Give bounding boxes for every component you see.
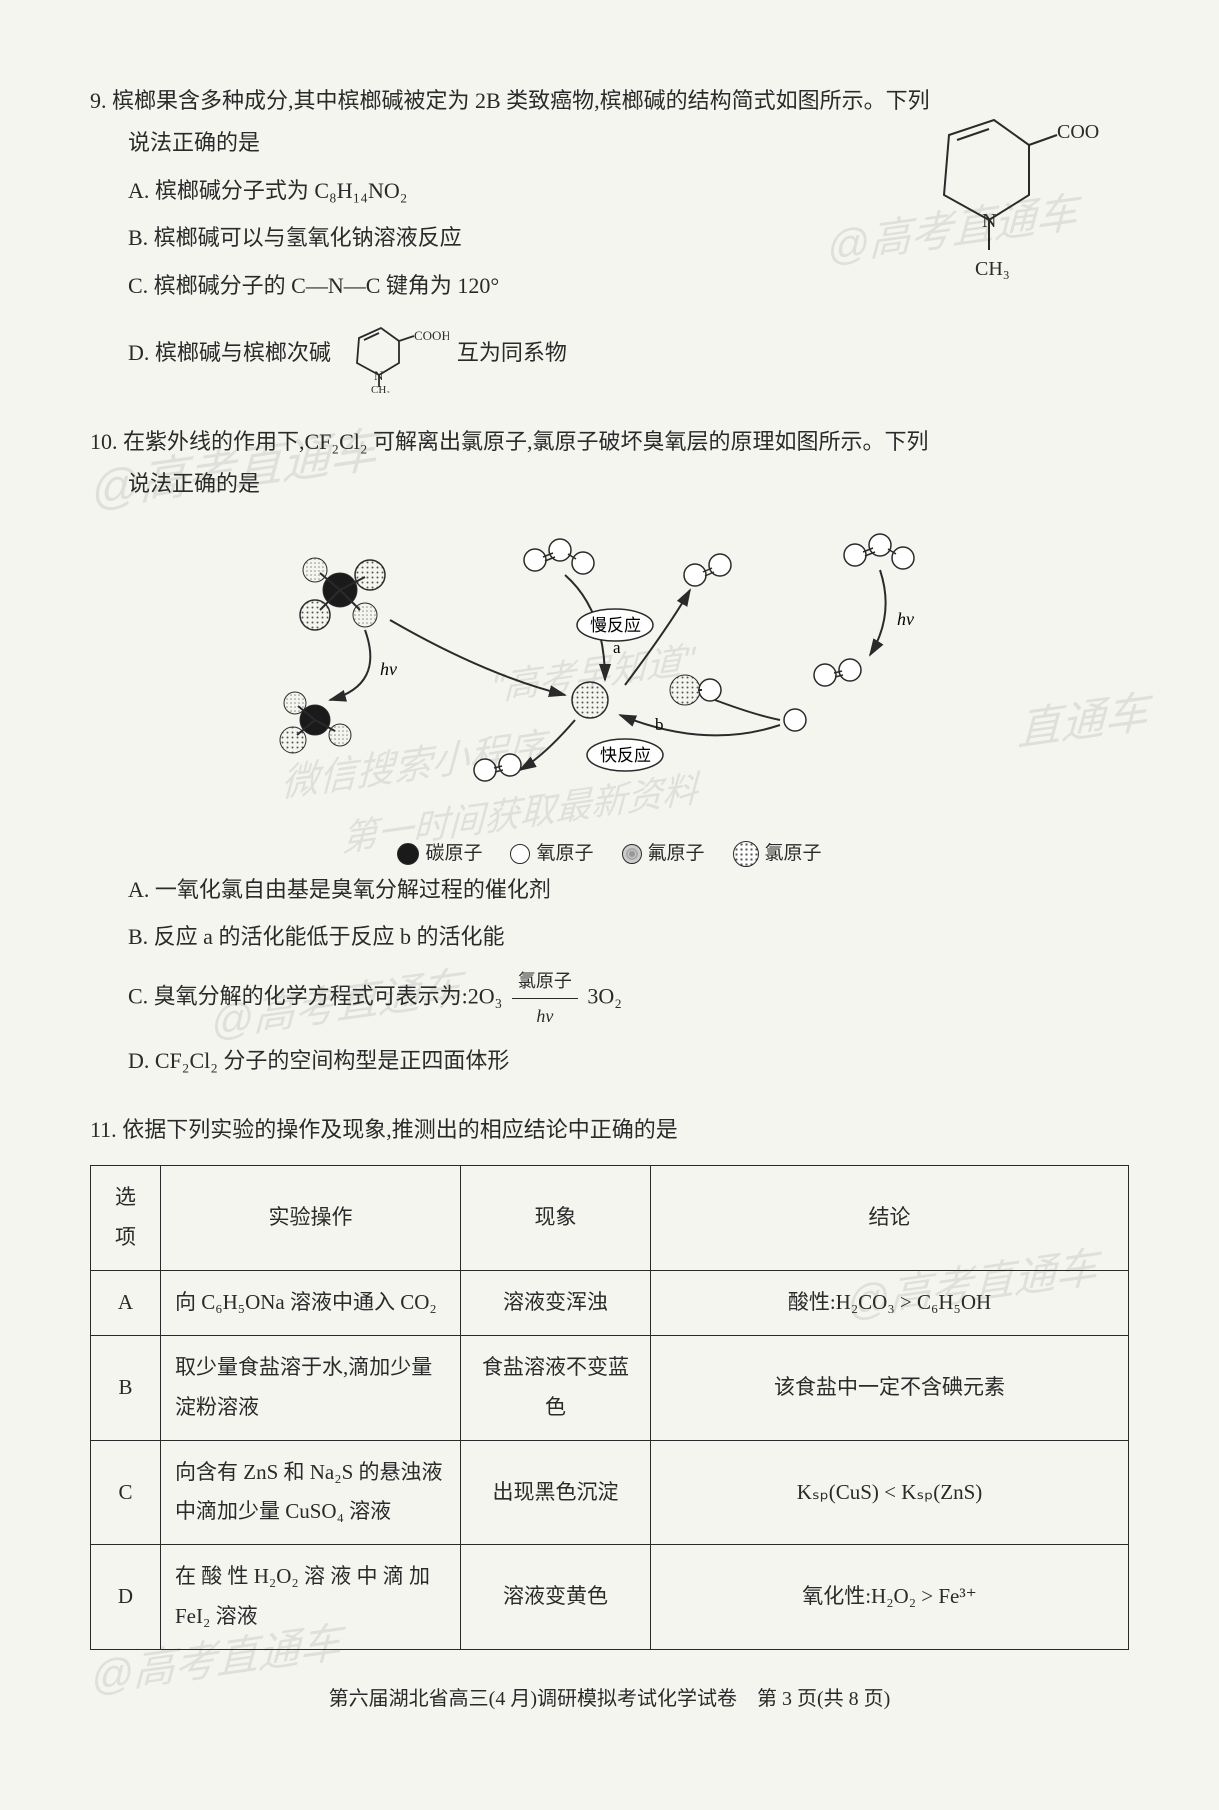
cell-phenomenon: 出现黑色沉淀 <box>461 1440 651 1545</box>
cell-opt: D <box>91 1545 161 1650</box>
ch3-label: CH₃ <box>975 258 1010 280</box>
legend-label: 碳原子 <box>425 836 482 872</box>
option-text: C. 槟榔碱分子的 C—N—C 键角为 120° <box>128 265 499 307</box>
option-text: B. 槟榔碱可以与氢氧化钠溶液反应 <box>128 217 462 259</box>
option-text: A. 一氧化氯自由基是臭氧分解过程的催化剂 <box>128 877 551 902</box>
q10-number: 10. <box>90 429 118 454</box>
svg-text:N: N <box>374 368 384 383</box>
legend-fluorine: 氟原子 <box>622 836 705 872</box>
b-label: b <box>655 715 664 734</box>
a-label: a <box>613 638 621 657</box>
experiment-table: 选项 实验操作 现象 结论 A 向 C₆H₅ONa 溶液中通入 CO₂ 溶液变浑… <box>90 1165 1129 1650</box>
q11-stem: 依据下列实验的操作及现象,推测出的相应结论中正确的是 <box>122 1117 678 1142</box>
option-text: A. 槟榔碱分子式为 C₈H₁₄NO₂ <box>128 170 407 212</box>
q9-option-d: D. 槟榔碱与槟榔次碱 COOH N CH₃ 互为同系物 <box>128 313 1129 393</box>
arecaidine-structure: COOH N CH₃ <box>339 313 449 393</box>
option-text-pre: C. 臭氧分解的化学方程式可表示为:2O₃ <box>128 984 502 1009</box>
header-option: 选项 <box>91 1166 161 1271</box>
cell-phenomenon: 溶液变浑浊 <box>461 1270 651 1335</box>
legend-oxygen: 氧原子 <box>510 836 593 872</box>
q9-number: 9. <box>90 88 107 113</box>
q10-options: A. 一氧化氯自由基是臭氧分解过程的催化剂 B. 反应 a 的活化能低于反应 b… <box>128 869 1129 1082</box>
question-9: 9. 槟榔果含多种成分,其中槟榔碱被定为 2B 类致癌物,槟榔碱的结构简式如图所… <box>90 80 1129 393</box>
table-row: D 在 酸 性 H₂O₂ 溶 液 中 滴 加 FeI₂ 溶液 溶液变黄色 氧化性… <box>91 1545 1129 1650</box>
reaction-condition: 氯原子 hν <box>512 964 578 1033</box>
hv-label-2: hν <box>897 609 914 629</box>
table-row: A 向 C₆H₅ONa 溶液中通入 CO₂ 溶液变浑浊 酸性:H₂CO₃ > C… <box>91 1270 1129 1335</box>
cell-opt: A <box>91 1270 161 1335</box>
q10-stem-1: 在紫外线的作用下,CF₂Cl₂ 可解离出氯原子,氯原子破坏臭氧层的原理如图所示。… <box>123 429 929 454</box>
option-text: B. 反应 a 的活化能低于反应 b 的活化能 <box>128 924 504 949</box>
header-phenomenon: 现象 <box>461 1166 651 1271</box>
svg-text:COOH: COOH <box>414 328 449 343</box>
cell-opt: B <box>91 1335 161 1440</box>
q11-number: 11. <box>90 1117 117 1142</box>
cell-conclusion: 氧化性:H₂O₂ > Fe³⁺ <box>651 1545 1129 1650</box>
ozone-diagram: hν <box>225 525 995 855</box>
cell-phenomenon: 溶液变黄色 <box>461 1545 651 1650</box>
cell-conclusion: 酸性:H₂CO₃ > C₆H₅OH <box>651 1270 1129 1335</box>
q10-option-d: D. CF₂Cl₂ 分子的空间构型是正四面体形 <box>128 1040 1129 1082</box>
table-body: A 向 C₆H₅ONa 溶液中通入 CO₂ 溶液变浑浊 酸性:H₂CO₃ > C… <box>91 1270 1129 1649</box>
cell-opt: C <box>91 1440 161 1545</box>
q9-stem-1: 槟榔果含多种成分,其中槟榔碱被定为 2B 类致癌物,槟榔碱的结构简式如图所示。下… <box>112 88 930 113</box>
frac-top: 氯原子 <box>512 964 578 999</box>
question-11: 11. 依据下列实验的操作及现象,推测出的相应结论中正确的是 选项 实验操作 现… <box>90 1109 1129 1650</box>
q10-option-c: C. 臭氧分解的化学方程式可表示为:2O₃ 氯原子 hν 3O₂ <box>128 964 1129 1033</box>
fast-reaction-label: 快反应 <box>600 746 651 765</box>
legend-label: 氧原子 <box>536 836 593 872</box>
question-10: 10. 在紫外线的作用下,CF₂Cl₂ 可解离出氯原子,氯原子破坏臭氧层的原理如… <box>90 421 1129 1081</box>
cell-phenomenon: 食盐溶液不变蓝色 <box>461 1335 651 1440</box>
cf2cl2-molecule <box>300 558 385 630</box>
table-header-row: 选项 实验操作 现象 结论 <box>91 1166 1129 1271</box>
cell-operation: 取少量食盐溶于水,滴加少量淀粉溶液 <box>161 1335 461 1440</box>
legend-label: 氟原子 <box>648 836 705 872</box>
header-operation: 实验操作 <box>161 1166 461 1271</box>
slow-reaction-label: 慢反应 <box>590 615 641 635</box>
legend-carbon: 碳原子 <box>397 836 482 872</box>
table-row: C 向含有 ZnS 和 Na₂S 的悬浊液中滴加少量 CuSO₄ 溶液 出现黑色… <box>91 1440 1129 1545</box>
q10-option-a: A. 一氧化氯自由基是臭氧分解过程的催化剂 <box>128 869 1129 911</box>
legend-label: 氯原子 <box>765 836 822 872</box>
cell-operation: 向含有 ZnS 和 Na₂S 的悬浊液中滴加少量 CuSO₄ 溶液 <box>161 1440 461 1545</box>
n-label: N <box>982 210 996 232</box>
frac-bot: hν <box>512 999 578 1033</box>
option-text: D. CF₂Cl₂ 分子的空间构型是正四面体形 <box>128 1048 509 1073</box>
table-row: B 取少量食盐溶于水,滴加少量淀粉溶液 食盐溶液不变蓝色 该食盐中一定不含碘元素 <box>91 1335 1129 1440</box>
page-footer: 第六届湖北省高三(4 月)调研模拟考试化学试卷 第 3 页(共 8 页) <box>90 1680 1129 1718</box>
cell-operation: 在 酸 性 H₂O₂ 溶 液 中 滴 加 FeI₂ 溶液 <box>161 1545 461 1650</box>
option-text-pre: D. 槟榔碱与槟榔次碱 <box>128 332 331 374</box>
hv-label: hν <box>380 659 397 679</box>
atom-legend: 碳原子 氧原子 氟原子 氯原子 <box>225 836 995 872</box>
header-conclusion: 结论 <box>651 1166 1129 1271</box>
svg-text:CH₃: CH₃ <box>371 384 390 393</box>
option-text-post: 3O₂ <box>587 984 622 1009</box>
q10-stem-2: 说法正确的是 <box>128 463 1129 505</box>
cell-operation: 向 C₆H₅ONa 溶液中通入 CO₂ <box>161 1270 461 1335</box>
cell-conclusion: Kₛₚ(CuS) < Kₛₚ(ZnS) <box>651 1440 1129 1545</box>
arecoline-structure: COOCH₃ N CH₃ <box>889 90 1099 285</box>
legend-chlorine: 氯原子 <box>733 836 822 872</box>
cooch3-label: COOCH₃ <box>1057 121 1099 143</box>
cell-conclusion: 该食盐中一定不含碘元素 <box>651 1335 1129 1440</box>
q10-option-b: B. 反应 a 的活化能低于反应 b 的活化能 <box>128 916 1129 958</box>
option-text-post: 互为同系物 <box>457 332 567 374</box>
